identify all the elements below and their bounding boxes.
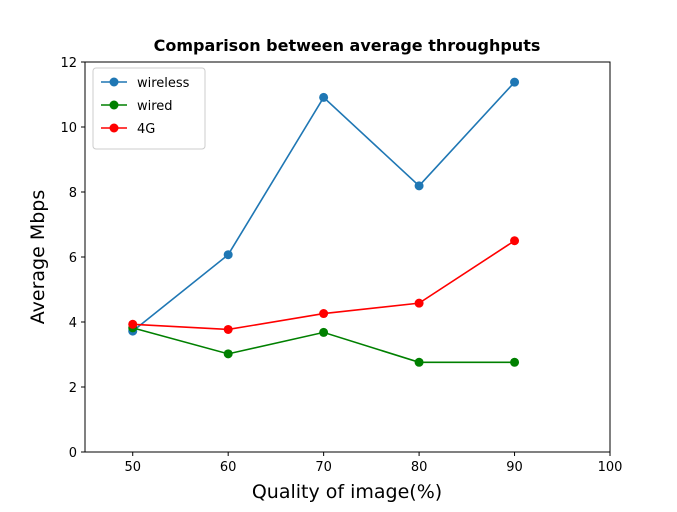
legend-marker-wired <box>109 100 119 110</box>
data-point-4G <box>319 309 329 319</box>
x-tick-label: 60 <box>220 460 237 475</box>
y-tick-label: 6 <box>69 251 77 266</box>
y-tick-label: 8 <box>69 186 77 201</box>
data-point-wired <box>319 327 329 337</box>
x-axis-title: Quality of image(%) <box>252 481 442 503</box>
y-tick-label: 0 <box>69 446 77 461</box>
chart-title: Comparison between average throughputs <box>154 36 541 55</box>
x-tick-label: 50 <box>124 460 141 475</box>
data-point-wired <box>414 357 424 367</box>
y-tick-label: 2 <box>69 381 77 396</box>
legend-marker-wireless <box>109 77 119 87</box>
x-tick-label: 90 <box>506 460 523 475</box>
x-tick-label: 80 <box>411 460 428 475</box>
y-axis-title: Average Mbps <box>27 190 49 324</box>
x-tick-label: 100 <box>598 460 623 475</box>
y-tick-label: 4 <box>69 316 77 331</box>
legend-label-wired: wired <box>137 99 173 114</box>
data-point-4G <box>510 236 520 246</box>
data-point-wired <box>510 357 520 367</box>
x-tick-label: 70 <box>315 460 332 475</box>
series-layer <box>128 77 520 367</box>
axis-ticks: 50 60 70 80 90 100 0 2 4 6 8 10 12 <box>60 56 622 475</box>
y-tick-label: 12 <box>60 56 77 71</box>
data-point-wired <box>223 349 233 359</box>
data-point-4G <box>223 324 233 334</box>
data-point-wireless <box>510 77 520 87</box>
data-point-4G <box>414 298 424 308</box>
data-point-wireless <box>319 92 329 102</box>
y-tick-label: 10 <box>60 121 77 136</box>
plot-frame <box>84 61 611 453</box>
legend-label-4G: 4G <box>137 122 155 137</box>
data-point-wireless <box>414 181 424 191</box>
data-point-4G <box>128 319 138 329</box>
legend-label-wireless: wireless <box>137 76 190 91</box>
data-point-wireless <box>223 250 233 260</box>
legend: wireless wired 4G <box>92 67 206 150</box>
legend-marker-4G <box>109 123 119 133</box>
